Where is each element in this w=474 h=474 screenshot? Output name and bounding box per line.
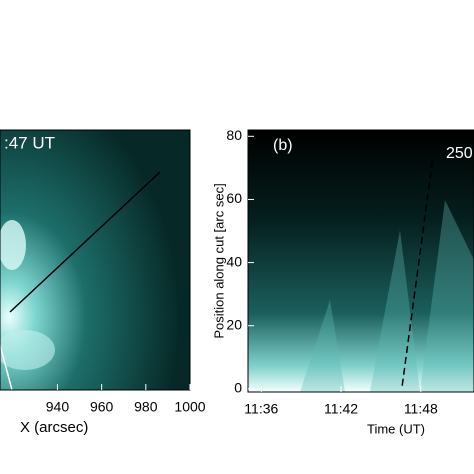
panel-label: (b) [273, 137, 293, 154]
annotation: 250 [446, 145, 473, 162]
x-tick-label: 1000 [174, 399, 205, 415]
cut-line [9, 171, 161, 313]
y-tick-label: 60 [226, 190, 242, 206]
x-tick-label: 960 [90, 399, 114, 415]
y-axis-label: Position along cut [arc sec] [211, 183, 226, 338]
slit-line [0, 344, 13, 391]
x-tick-label: 11:48 [404, 401, 438, 417]
x-axis-label: X (arcsec) [20, 419, 88, 436]
fit-line [401, 158, 434, 386]
y-tick-label: 20 [226, 316, 242, 332]
y-tick-label: 80 [226, 127, 242, 143]
bright-region [0, 220, 26, 270]
frame [0, 129, 191, 391]
emission [300, 200, 474, 392]
panel-title: :47 UT [4, 133, 55, 152]
image-panel [248, 130, 474, 392]
bright-region [0, 330, 55, 370]
y-tick-label: 0 [234, 380, 242, 396]
x-tick-label: 11:42 [324, 401, 358, 417]
frame [247, 129, 474, 393]
x-tick-label: 980 [134, 399, 158, 415]
y-tick-label: 40 [226, 253, 242, 269]
x-tick-label: 11:36 [244, 401, 278, 417]
x-tick-label: 940 [46, 399, 70, 415]
x-axis-label: Time (UT) [367, 421, 425, 436]
